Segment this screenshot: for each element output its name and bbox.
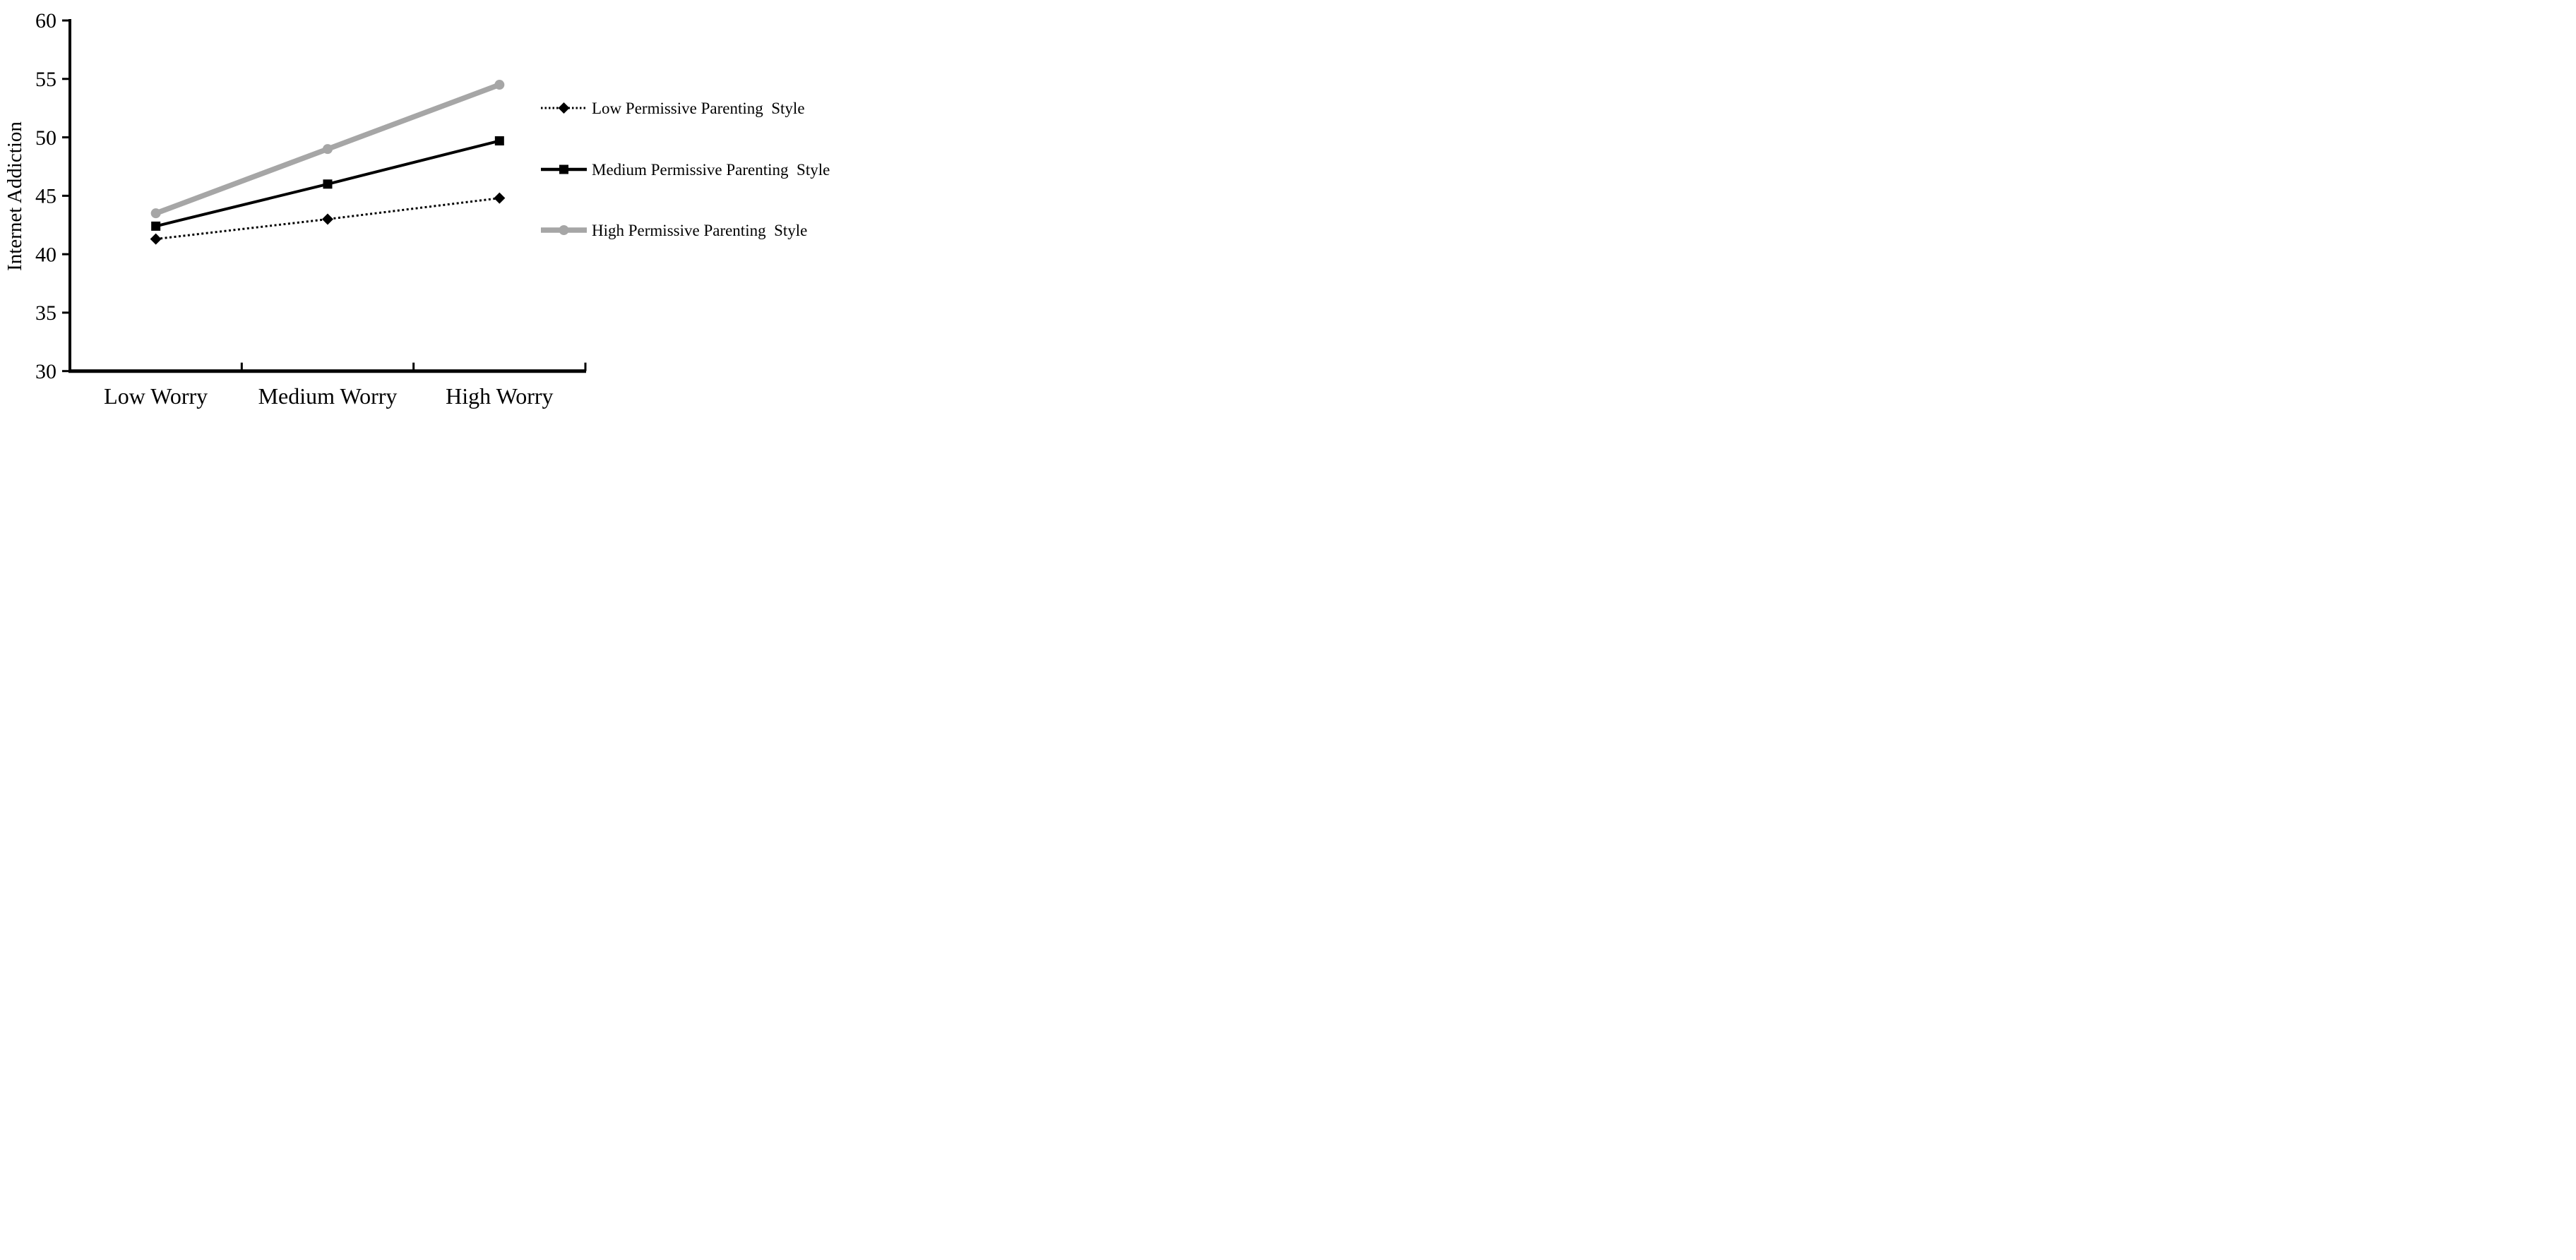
- series-low-permissive-diamond-marker: [494, 192, 506, 204]
- y-axis-title: Internet Addiction: [4, 121, 26, 271]
- series-medium-permissive-square-marker: [494, 136, 504, 146]
- legend-label-high-permissive: High Permissive Parenting Style: [592, 222, 807, 239]
- series-low-permissive-diamond-marker: [322, 213, 333, 225]
- y-ticks: [62, 19, 70, 373]
- legend-label-low-permissive: Low Permissive Parenting Style: [592, 100, 805, 117]
- legend-label-medium-permissive: Medium Permissive Parenting Style: [592, 161, 830, 179]
- series-high-permissive-circle-marker: [494, 80, 505, 90]
- series-medium-permissive-square-marker: [323, 179, 333, 189]
- legend-circle-marker: [559, 225, 569, 235]
- series-medium-permissive-square-marker: [151, 221, 161, 231]
- y-tick-label: 40: [35, 243, 56, 266]
- legend: Low Permissive Parenting Style Medium Pe…: [541, 100, 830, 239]
- y-tick-label: 45: [35, 185, 56, 208]
- series-low-permissive-diamond-marker: [150, 233, 162, 245]
- data-series: [150, 80, 506, 245]
- series-high-permissive-circle-marker: [323, 144, 333, 155]
- legend-symbols: [541, 102, 587, 235]
- x-category-label: Low Worry: [104, 383, 208, 409]
- y-tick-label: 30: [35, 360, 56, 383]
- y-tick-label: 60: [35, 9, 56, 32]
- x-ticks: [68, 362, 587, 371]
- legend-square-marker: [559, 164, 568, 174]
- x-category-labels: Low Worry Medium Worry High Worry: [104, 383, 553, 409]
- series-high-permissive-circle-marker: [150, 208, 161, 219]
- legend-diamond-marker: [558, 102, 570, 114]
- interaction-plot-figure: Internet Addiction 30 35 40 45 50 55 60 Low Wo…: [0, 0, 859, 420]
- y-tick-label: 50: [35, 126, 56, 150]
- y-tick-labels: 30 35 40 45 50 55 60: [35, 9, 56, 383]
- line-chart: Internet Addiction 30 35 40 45 50 55 60 Low Wo…: [4, 9, 830, 409]
- y-tick-label: 55: [35, 68, 56, 91]
- x-category-label: Medium Worry: [258, 383, 398, 409]
- y-tick-label: 35: [35, 301, 56, 325]
- x-category-label: High Worry: [446, 383, 553, 409]
